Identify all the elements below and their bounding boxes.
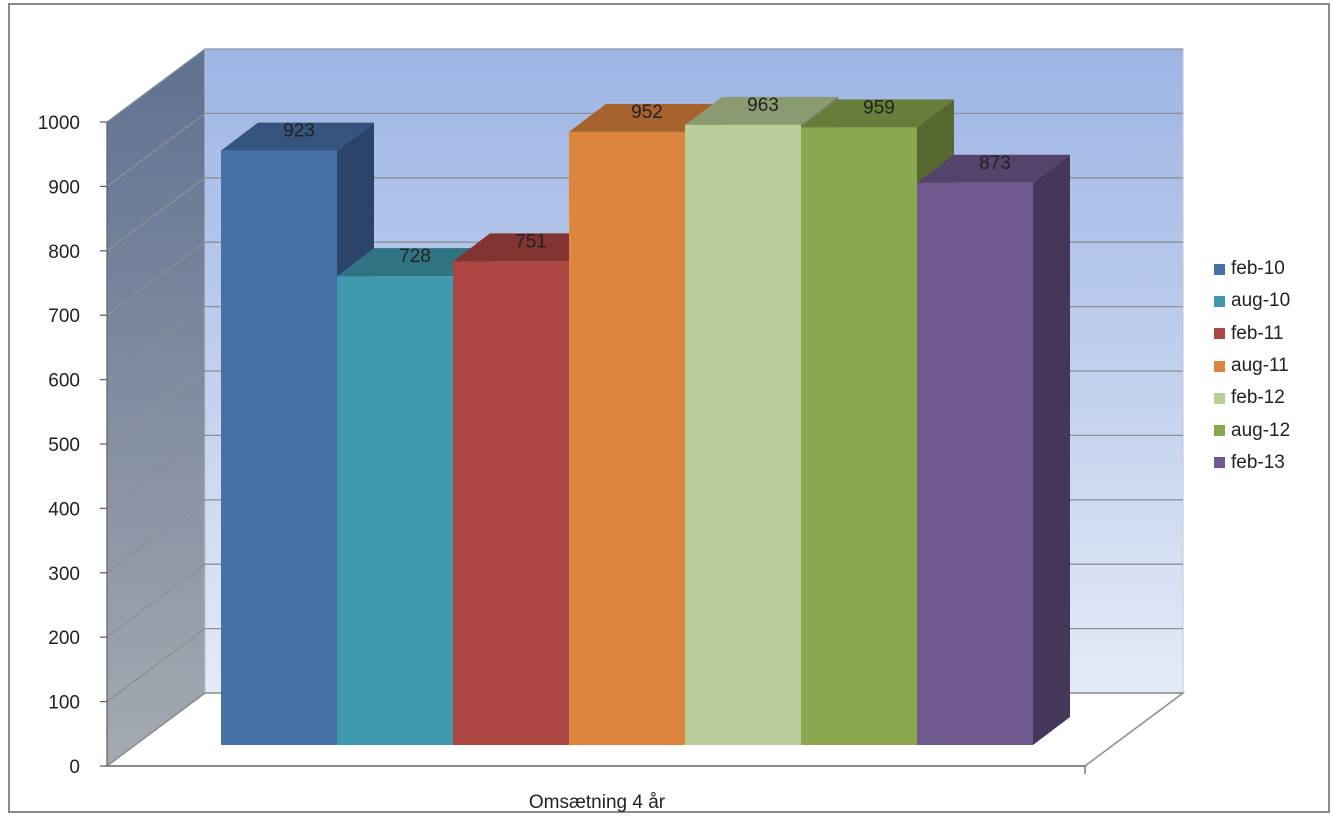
gridline-side bbox=[106, 434, 206, 509]
bar-front bbox=[221, 150, 337, 745]
legend-item-feb-10: feb-10 bbox=[1214, 253, 1326, 285]
bars bbox=[221, 96, 1070, 746]
data-label-feb-11: 751 bbox=[515, 231, 547, 252]
bar-top bbox=[453, 233, 606, 262]
gridline-side bbox=[106, 370, 206, 445]
data-label-aug-12: 959 bbox=[863, 97, 895, 118]
gridline-side bbox=[106, 563, 206, 638]
data-label-feb-10: 923 bbox=[283, 121, 315, 142]
gridline-side bbox=[106, 499, 206, 574]
y-tick-label: 900 bbox=[48, 177, 80, 198]
y-tick-label: 800 bbox=[48, 242, 80, 263]
legend-item-aug-10: aug-10 bbox=[1214, 285, 1326, 317]
bar-front bbox=[337, 276, 453, 745]
bar-side bbox=[1033, 154, 1070, 746]
gridline-side bbox=[106, 306, 206, 381]
legend-label: aug-11 bbox=[1231, 355, 1289, 377]
gridline-side bbox=[106, 177, 206, 252]
legend-label: feb-10 bbox=[1231, 258, 1285, 280]
gridline-side bbox=[106, 112, 206, 187]
bar-top bbox=[337, 248, 490, 277]
y-tick-label: 700 bbox=[48, 306, 80, 327]
legend-swatch bbox=[1214, 328, 1225, 340]
category-label: Omsætning 4 år bbox=[529, 792, 666, 813]
legend-label: feb-13 bbox=[1231, 451, 1285, 473]
legend-label: feb-11 bbox=[1231, 322, 1284, 344]
bar-top bbox=[569, 103, 722, 132]
bar-front bbox=[801, 127, 917, 746]
y-tick-label: 0 bbox=[69, 757, 80, 778]
value-axis: 0 100 200 300 400 500 600 700 800 900 1000 bbox=[38, 113, 1086, 778]
legend-swatch bbox=[1214, 263, 1225, 275]
bar-top bbox=[685, 96, 838, 125]
legend-item-feb-12: feb-12 bbox=[1214, 382, 1326, 414]
bar-front bbox=[569, 131, 685, 746]
y-tick-label: 300 bbox=[48, 564, 80, 585]
bar-feb-13 bbox=[917, 154, 1070, 746]
y-tick-label: 500 bbox=[48, 435, 80, 456]
y-tick-label: 600 bbox=[48, 371, 80, 392]
gridline-side bbox=[106, 48, 206, 123]
y-tick-label: 1000 bbox=[38, 113, 80, 134]
data-label-aug-10: 728 bbox=[399, 246, 431, 267]
gridline-side bbox=[106, 628, 206, 703]
legend-swatch bbox=[1214, 425, 1225, 437]
bar-front bbox=[453, 261, 569, 745]
data-labels: 923 728 751 952 963 959 873 bbox=[283, 95, 1011, 267]
legend-swatch bbox=[1214, 457, 1225, 469]
gridline-side bbox=[106, 241, 206, 316]
data-label-aug-11: 952 bbox=[631, 102, 663, 123]
y-tick-label: 100 bbox=[48, 693, 80, 714]
legend: feb-10 aug-10 feb-11 aug-11 feb-12 aug-12 feb-… bbox=[1214, 253, 1326, 479]
bar-top bbox=[801, 99, 954, 128]
bar-top bbox=[917, 154, 1070, 183]
legend-label: aug-10 bbox=[1231, 290, 1291, 312]
data-label-feb-12: 963 bbox=[747, 95, 779, 116]
legend-swatch bbox=[1214, 360, 1225, 372]
data-label-feb-13: 873 bbox=[979, 153, 1011, 174]
legend-item-aug-11: aug-11 bbox=[1214, 350, 1326, 382]
legend-item-feb-11: feb-11 bbox=[1214, 318, 1326, 350]
legend-swatch bbox=[1214, 392, 1225, 404]
legend-label: aug-12 bbox=[1231, 419, 1291, 441]
legend-swatch bbox=[1214, 295, 1225, 307]
y-tick-label: 400 bbox=[48, 499, 80, 520]
legend-label: feb-12 bbox=[1231, 387, 1285, 409]
bar-front bbox=[685, 124, 801, 745]
bar-top bbox=[221, 122, 374, 151]
legend-item-feb-13: feb-13 bbox=[1214, 447, 1326, 479]
legend-item-aug-12: aug-12 bbox=[1214, 414, 1326, 446]
y-tick-label: 200 bbox=[48, 628, 80, 649]
bar-front bbox=[917, 182, 1033, 746]
